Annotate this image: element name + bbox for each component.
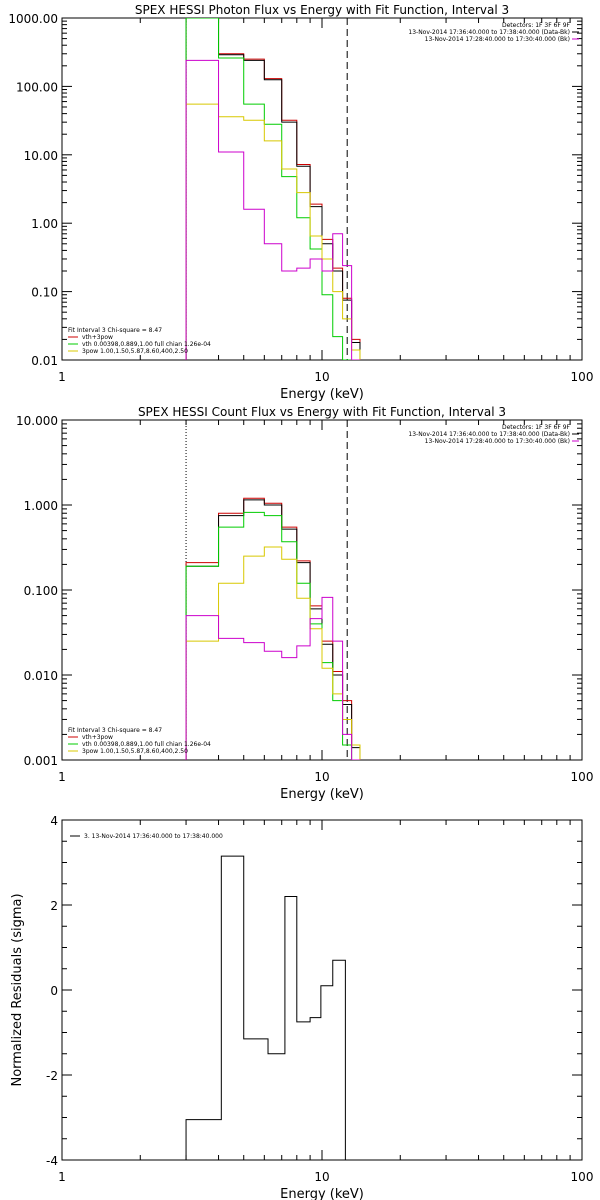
- x-axis-label: Energy (keV): [280, 387, 364, 402]
- x-tick-label: 10: [314, 370, 329, 384]
- chart-title: SPEX HESSI Count Flux vs Energy with Fit…: [138, 405, 506, 419]
- series-black-step-line: [185, 855, 346, 1160]
- legend-bl-entry: 3pow 1.00,1.50,5.87,8.60,400,2.50: [82, 348, 188, 355]
- y-tick-label: 1.000: [24, 499, 58, 513]
- y-tick-label: 2: [50, 899, 58, 913]
- legend-bl-entry: vth 0.00398,0.889,1.00 full chian 1.26e-…: [82, 341, 211, 348]
- y-tick-label: 4: [50, 814, 58, 828]
- series-red-step-line: [185, 497, 361, 760]
- series-green-step-line: [185, 511, 361, 760]
- x-axis-label: Energy (keV): [280, 787, 364, 802]
- series-yellow-step-line: [185, 546, 361, 760]
- series-group: [185, 855, 346, 1160]
- x-tick-label: 100: [571, 770, 594, 784]
- y-tick-label: 0.001: [24, 754, 58, 768]
- legend-bl-header: Fit Interval 3 Chi-square = 8.47: [68, 327, 162, 334]
- series-magenta-step-line: [185, 59, 361, 360]
- y-tick-label: 0: [50, 984, 58, 998]
- legend-tr-entry: Detectors: 1F 3F 6F 9F: [502, 424, 571, 431]
- x-tick-label: 1: [58, 1170, 66, 1184]
- y-axis-label: Normalized Residuals (sigma): [10, 893, 25, 1086]
- x-tick-label: 1: [58, 370, 66, 384]
- legend-bl-header: Fit Interval 3 Chi-square = 8.47: [68, 727, 162, 734]
- plot-frame: [61, 819, 583, 1161]
- legend-bl-entry: 3pow 1.00,1.50,5.87,8.60,400,2.50: [82, 748, 188, 755]
- x-tick-label: 10: [314, 1170, 329, 1184]
- legend-tr-entry: 13-Nov-2014 17:36:40.000 to 17:38:40.000…: [408, 431, 570, 438]
- series-black-step-line: [185, 499, 361, 760]
- y-tick-label: 0.10: [31, 286, 58, 300]
- x-tick-label: 100: [571, 370, 594, 384]
- series-yellow-step-line: [185, 103, 361, 360]
- plot-frame: [61, 17, 583, 361]
- chart-title: SPEX HESSI Photon Flux vs Energy with Fi…: [135, 3, 509, 17]
- y-tick-label: -2: [46, 1069, 58, 1083]
- legend-tr-entry: 13-Nov-2014 17:28:40.000 to 17:30:40.000…: [425, 36, 570, 43]
- panel-2: SPEX HESSI Count Flux vs Energy with Fit…: [16, 405, 593, 802]
- y-tick-label: 10.00: [24, 149, 58, 163]
- x-tick-label: 1: [58, 770, 66, 784]
- legend-tl-entry: 3. 13-Nov-2014 17:36:40.000 to 17:38:40.…: [84, 833, 223, 840]
- y-tick-label: 0.01: [31, 354, 58, 368]
- series-black-step-line: [185, 18, 361, 360]
- y-tick-label: 10.000: [16, 414, 58, 428]
- y-tick-label: 100.00: [16, 80, 58, 94]
- panel-1: SPEX HESSI Photon Flux vs Energy with Fi…: [8, 3, 593, 402]
- legend-tr-entry: Detectors: 1F 3F 6F 9F: [502, 22, 571, 29]
- x-axis-label: Energy (keV): [280, 1187, 364, 1200]
- x-tick-label: 10: [314, 770, 329, 784]
- legend-bl-entry: vth+3pow: [82, 334, 113, 341]
- x-tick-label: 100: [571, 1170, 594, 1184]
- legend-bl-entry: vth+3pow: [82, 734, 113, 741]
- legend-tr-entry: 13-Nov-2014 17:36:40.000 to 17:38:40.000…: [408, 29, 570, 36]
- series-group: [185, 18, 361, 360]
- panel-3: Energy (keV) Normalized Residuals (sigma)…: [10, 814, 593, 1200]
- series-magenta-step-line: [185, 596, 361, 760]
- legend-tr-entry: 13-Nov-2014 17:28:40.000 to 17:30:40.000…: [425, 438, 570, 445]
- legend-bl-entry: vth 0.00398,0.889,1.00 full chian 1.26e-…: [82, 741, 211, 748]
- y-tick-label: 1000.00: [8, 12, 58, 26]
- y-tick-label: 0.010: [24, 669, 58, 683]
- y-tick-label: 0.100: [24, 584, 58, 598]
- y-tick-label: 1.00: [31, 217, 58, 231]
- plot-frame: [61, 419, 583, 761]
- series-red-step-line: [185, 18, 361, 360]
- y-tick-label: -4: [46, 1154, 58, 1168]
- series-group: [185, 497, 361, 760]
- series-green-step-line: [185, 18, 361, 360]
